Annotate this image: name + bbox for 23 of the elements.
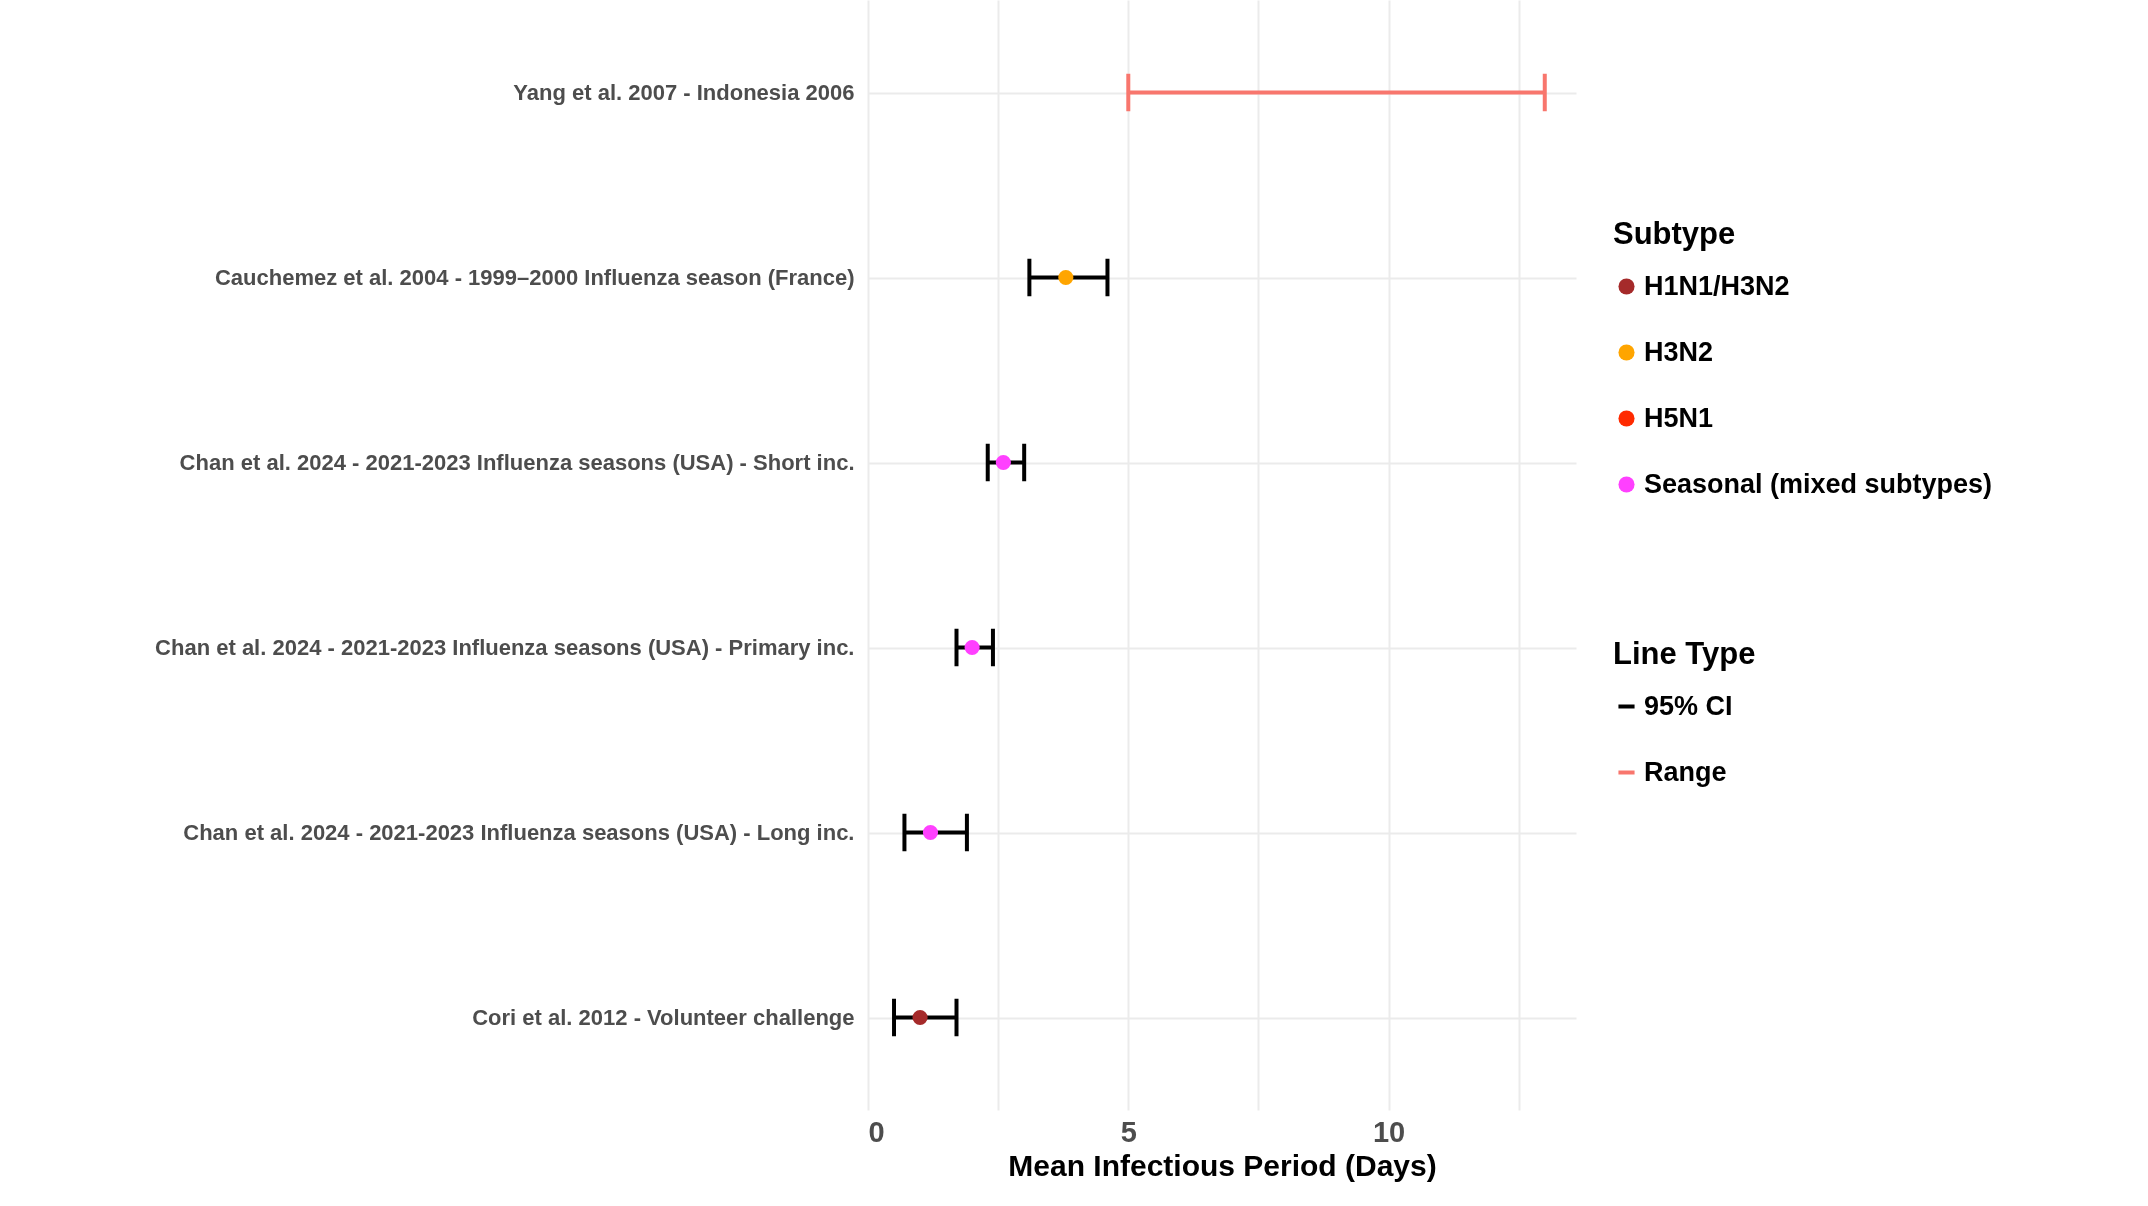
legend-label: 95% CI: [1644, 690, 1733, 721]
x-tick-label: 5: [1120, 1115, 1137, 1148]
point: [1058, 269, 1074, 286]
x-axis-title: Mean Infectious Period (Days): [1008, 1148, 1437, 1182]
legend-label: Seasonal (mixed subtypes): [1644, 468, 1993, 499]
legend-label: H5N1: [1644, 402, 1714, 433]
y-tick-label: Chan et al. 2024 - 2021-2023 Influenza seasons (USA) - Primary inc.: [155, 635, 855, 660]
y-tick-label: Chan et al. 2024 - 2021-2023 Influenza seasons (USA) - Long inc.: [183, 820, 855, 845]
point: [964, 639, 980, 656]
point: [922, 824, 939, 841]
x-tick-label: 10: [1372, 1115, 1406, 1148]
y-tick-label: Chan et al. 2024 - 2021-2023 Influenza seasons (USA) - Short inc.: [179, 450, 855, 475]
text: Line Type: [1613, 636, 1756, 671]
legend-label: H3N2: [1644, 336, 1714, 367]
point: [912, 1009, 928, 1026]
legend-label: Range: [1644, 756, 1727, 787]
y-tick-label: Cauchemez et al. 2004 - 1999–2000 Influenza season (France): [214, 265, 855, 290]
point: [995, 454, 1011, 471]
x-tick-label: 0: [868, 1115, 885, 1148]
legend-label: H1N1/H3N2: [1644, 270, 1790, 301]
y-tick-label: Cori et al. 2012 - Volunteer challenge: [472, 1005, 855, 1030]
y-tick-label: Yang et al. 2007 - Indonesia 2006: [513, 80, 855, 105]
legend-title: Subtype: [1613, 216, 1736, 251]
